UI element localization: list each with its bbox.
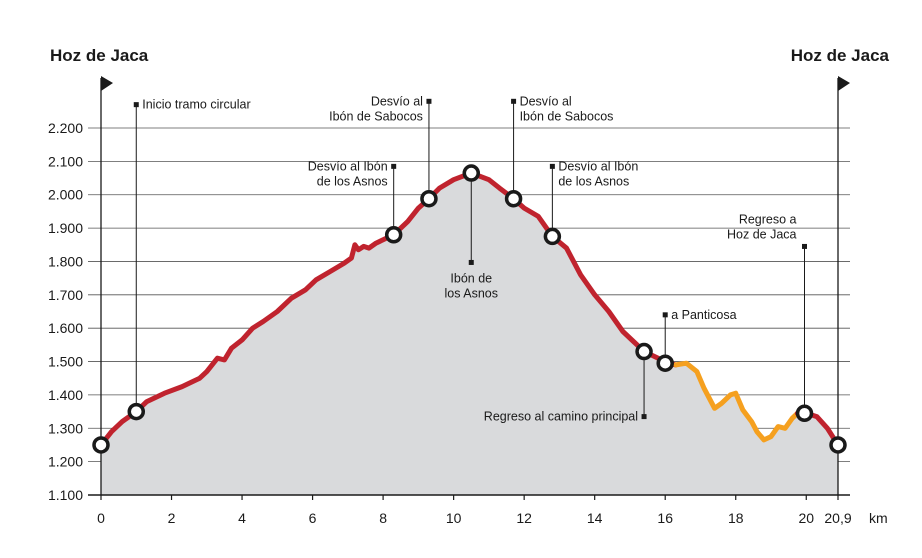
- x-tick-label: 6: [309, 510, 317, 526]
- x-tick-label: 20: [798, 510, 814, 526]
- y-tick-label: 1.100: [48, 487, 83, 503]
- annotation-label-desvio-ibon-asnos-2: Desvío al Ibón: [558, 159, 638, 173]
- x-tick-label: 18: [728, 510, 744, 526]
- waypoint-start: [92, 436, 110, 454]
- annotation-label-desvio-ibon-sabocos-1: Ibón de Sabocos: [329, 109, 423, 123]
- y-tick-label: 1.300: [48, 420, 83, 436]
- leader-marker: [511, 98, 517, 104]
- start-title: Hoz de Jaca: [50, 46, 149, 65]
- annotation-label-a-panticosa: a Panticosa: [671, 308, 736, 322]
- waypoint-end: [829, 436, 847, 454]
- x-tick-label: 12: [516, 510, 532, 526]
- x-tick-label: 14: [587, 510, 603, 526]
- leader-marker: [641, 414, 647, 420]
- annotation-label-desvio-ibon-asnos-1: Desvío al Ibón: [308, 159, 388, 173]
- annotation-label-regreso-hoz-de-jaca: Regreso a: [739, 212, 797, 226]
- annotation-label-desvio-ibon-sabocos-1: Desvío al: [371, 94, 423, 108]
- x-tick-label: 10: [446, 510, 462, 526]
- y-tick-label: 1.400: [48, 387, 83, 403]
- annotation-label-desvio-ibon-asnos-2: de los Asnos: [558, 174, 629, 188]
- waypoint-markers: [92, 164, 847, 454]
- leader-marker: [662, 312, 668, 318]
- waypoint-desvio-ibon-asnos-2: [543, 227, 562, 246]
- end-title: Hoz de Jaca: [791, 46, 890, 65]
- annotation-label-regreso-hoz-de-jaca: Hoz de Jaca: [727, 227, 797, 241]
- y-tick-label: 1.600: [48, 320, 83, 336]
- leader-marker: [549, 163, 555, 169]
- route-line-panticosa-loop: [673, 360, 800, 443]
- x-tick-label: 2: [168, 510, 176, 526]
- annotation-label-desvio-ibon-asnos-1: de los Asnos: [317, 174, 388, 188]
- annotation-label-ibon-asnos: Ibón de: [450, 271, 492, 285]
- leader-marker: [391, 163, 397, 169]
- x-tick-label: 0: [97, 510, 105, 526]
- y-tick-label: 1.700: [48, 287, 83, 303]
- y-tick-label: 1.900: [48, 220, 83, 236]
- route-line-main-route: [98, 170, 679, 448]
- waypoint-a-panticosa: [656, 354, 674, 372]
- annotation-label-desvio-ibon-sabocos-2: Ibón de Sabocos: [520, 109, 614, 123]
- y-tick-label: 1.200: [48, 454, 83, 470]
- start-flag-icon: [101, 76, 113, 91]
- waypoint-desvio-ibon-asnos-1: [384, 226, 403, 244]
- profile-area: [101, 173, 838, 495]
- y-tick-label: 2.200: [48, 120, 83, 136]
- end-flag-icon: [838, 76, 850, 91]
- leader-marker: [802, 243, 807, 249]
- waypoint-desvio-ibon-sabocos-2: [504, 189, 523, 208]
- profile-fill: [101, 173, 838, 495]
- waypoint-regreso-hoz-de-jaca: [795, 404, 814, 423]
- y-tick-label: 2.100: [48, 153, 83, 169]
- leader-marker: [468, 259, 474, 265]
- x-axis: 0 2 4 6 8 10 12 14 16 18 20 20,9 km: [88, 494, 888, 526]
- annotation-label-desvio-ibon-sabocos-2: Desvío al: [520, 94, 572, 108]
- waypoint-inicio-tramo-circular: [127, 402, 146, 421]
- annotation-leaders: [133, 98, 807, 420]
- waypoint-regreso-camino-principal: [635, 342, 653, 361]
- y-tick-label: 1.500: [48, 354, 83, 370]
- annotation-label-ibon-asnos: los Asnos: [445, 286, 499, 300]
- x-tick-label: 20,9: [824, 510, 851, 526]
- x-tick-label: 4: [238, 510, 246, 526]
- annotation-label-regreso-camino-principal: Regreso al camino principal: [484, 410, 638, 424]
- annotation-label-inicio-tramo-circular: Inicio tramo circular: [142, 98, 250, 112]
- y-tick-label: 2.000: [48, 187, 83, 203]
- waypoint-desvio-ibon-sabocos-1: [420, 189, 438, 208]
- x-unit-label: km: [869, 510, 888, 526]
- y-tick-label: 1.800: [48, 253, 83, 269]
- x-tick-label: 8: [379, 510, 387, 526]
- waypoint-ibon-asnos: [462, 164, 481, 182]
- leader-marker: [133, 102, 139, 108]
- y-axis: 1.100 1.200 1.300 1.400 1.500 1.600 1.700 1.800…: [48, 120, 83, 503]
- leader-marker: [426, 98, 432, 104]
- route-endpoints: Hoz de Jaca Hoz de Jaca: [50, 46, 890, 495]
- x-tick-label: 16: [657, 510, 673, 526]
